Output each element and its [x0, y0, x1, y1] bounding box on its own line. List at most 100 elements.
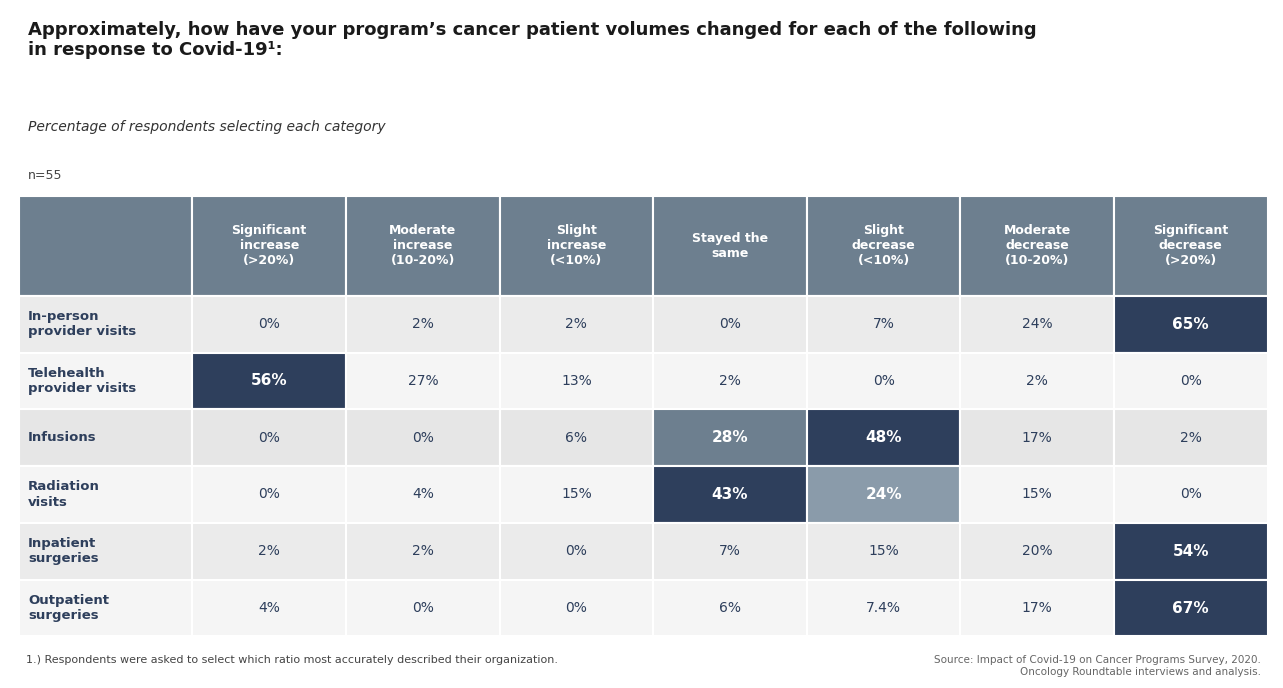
- Text: 0%: 0%: [566, 544, 588, 558]
- Text: Slight
increase
(<10%): Slight increase (<10%): [547, 224, 606, 268]
- Text: 15%: 15%: [1021, 488, 1052, 502]
- Text: 24%: 24%: [865, 487, 902, 502]
- Bar: [346, 409, 499, 466]
- Text: 28%: 28%: [712, 430, 748, 445]
- Text: 0%: 0%: [258, 431, 280, 444]
- Text: 2%: 2%: [1180, 431, 1202, 444]
- Bar: [499, 296, 653, 353]
- Bar: [192, 579, 346, 636]
- Bar: [19, 196, 192, 296]
- Text: 7%: 7%: [872, 317, 894, 331]
- Text: 15%: 15%: [561, 488, 591, 502]
- Text: 7.4%: 7.4%: [866, 601, 901, 615]
- Bar: [499, 579, 653, 636]
- Text: 2%: 2%: [412, 544, 434, 558]
- Text: Inpatient
surgeries: Inpatient surgeries: [28, 537, 99, 566]
- Bar: [807, 523, 961, 579]
- Text: 2%: 2%: [412, 317, 434, 331]
- Bar: [499, 353, 653, 409]
- Bar: [346, 296, 499, 353]
- Bar: [961, 196, 1114, 296]
- Bar: [192, 353, 346, 409]
- Bar: [653, 523, 807, 579]
- Text: 4%: 4%: [258, 601, 280, 615]
- Bar: [499, 466, 653, 523]
- Text: Stayed the
same: Stayed the same: [692, 232, 769, 260]
- Text: 20%: 20%: [1021, 544, 1052, 558]
- Bar: [1114, 196, 1268, 296]
- Bar: [653, 409, 807, 466]
- Text: Significant
increase
(>20%): Significant increase (>20%): [232, 224, 307, 268]
- Text: 6%: 6%: [718, 601, 742, 615]
- Text: In-person
provider visits: In-person provider visits: [28, 310, 136, 338]
- Text: Radiation
visits: Radiation visits: [28, 480, 100, 508]
- Bar: [346, 196, 499, 296]
- Bar: [19, 409, 192, 466]
- Bar: [1114, 579, 1268, 636]
- Bar: [19, 353, 192, 409]
- Text: 56%: 56%: [251, 374, 287, 389]
- Text: Telehealth
provider visits: Telehealth provider visits: [28, 367, 136, 395]
- Text: Approximately, how have your program’s cancer patient volumes changed for each o: Approximately, how have your program’s c…: [28, 21, 1037, 59]
- Text: Infusions: Infusions: [28, 431, 96, 444]
- Text: 48%: 48%: [865, 430, 902, 445]
- Bar: [961, 523, 1114, 579]
- Text: 54%: 54%: [1173, 544, 1209, 559]
- Bar: [346, 466, 499, 523]
- Bar: [807, 466, 961, 523]
- Bar: [653, 466, 807, 523]
- Bar: [1114, 353, 1268, 409]
- Bar: [653, 579, 807, 636]
- Bar: [961, 579, 1114, 636]
- Text: 2%: 2%: [718, 374, 742, 388]
- Bar: [807, 296, 961, 353]
- Text: 4%: 4%: [412, 488, 434, 502]
- Bar: [1114, 466, 1268, 523]
- Bar: [346, 579, 499, 636]
- Bar: [192, 523, 346, 579]
- Bar: [807, 196, 961, 296]
- Bar: [807, 579, 961, 636]
- Text: 43%: 43%: [712, 487, 748, 502]
- Bar: [653, 196, 807, 296]
- Bar: [653, 353, 807, 409]
- Text: 7%: 7%: [718, 544, 742, 558]
- Bar: [346, 353, 499, 409]
- Text: Outpatient
surgeries: Outpatient surgeries: [28, 594, 109, 622]
- Text: 2%: 2%: [1026, 374, 1048, 388]
- Text: 0%: 0%: [718, 317, 742, 331]
- Bar: [653, 296, 807, 353]
- Text: 0%: 0%: [258, 488, 280, 502]
- Text: 0%: 0%: [1180, 374, 1202, 388]
- Bar: [19, 579, 192, 636]
- Text: 0%: 0%: [872, 374, 894, 388]
- Bar: [961, 466, 1114, 523]
- Text: 0%: 0%: [1180, 488, 1202, 502]
- Bar: [192, 296, 346, 353]
- Text: Slight
decrease
(<10%): Slight decrease (<10%): [852, 224, 916, 268]
- Bar: [1114, 409, 1268, 466]
- Text: 0%: 0%: [566, 601, 588, 615]
- Bar: [961, 296, 1114, 353]
- Bar: [499, 409, 653, 466]
- Bar: [1114, 523, 1268, 579]
- Text: n=55: n=55: [28, 169, 63, 182]
- Text: Moderate
increase
(10-20%): Moderate increase (10-20%): [389, 224, 457, 268]
- Text: 2%: 2%: [566, 317, 588, 331]
- Bar: [192, 196, 346, 296]
- Text: Source: Impact of Covid-19 on Cancer Programs Survey, 2020.
Oncology Roundtable : Source: Impact of Covid-19 on Cancer Pro…: [934, 655, 1261, 676]
- Bar: [192, 409, 346, 466]
- Bar: [1114, 296, 1268, 353]
- Bar: [19, 523, 192, 579]
- Text: 65%: 65%: [1173, 316, 1209, 332]
- Text: 17%: 17%: [1021, 601, 1052, 615]
- Bar: [499, 523, 653, 579]
- Bar: [19, 466, 192, 523]
- Text: Significant
decrease
(>20%): Significant decrease (>20%): [1153, 224, 1228, 268]
- Bar: [346, 523, 499, 579]
- Text: Moderate
decrease
(10-20%): Moderate decrease (10-20%): [1003, 224, 1071, 268]
- Text: 67%: 67%: [1173, 601, 1209, 616]
- Text: 6%: 6%: [566, 431, 588, 444]
- Text: 27%: 27%: [408, 374, 439, 388]
- Bar: [961, 353, 1114, 409]
